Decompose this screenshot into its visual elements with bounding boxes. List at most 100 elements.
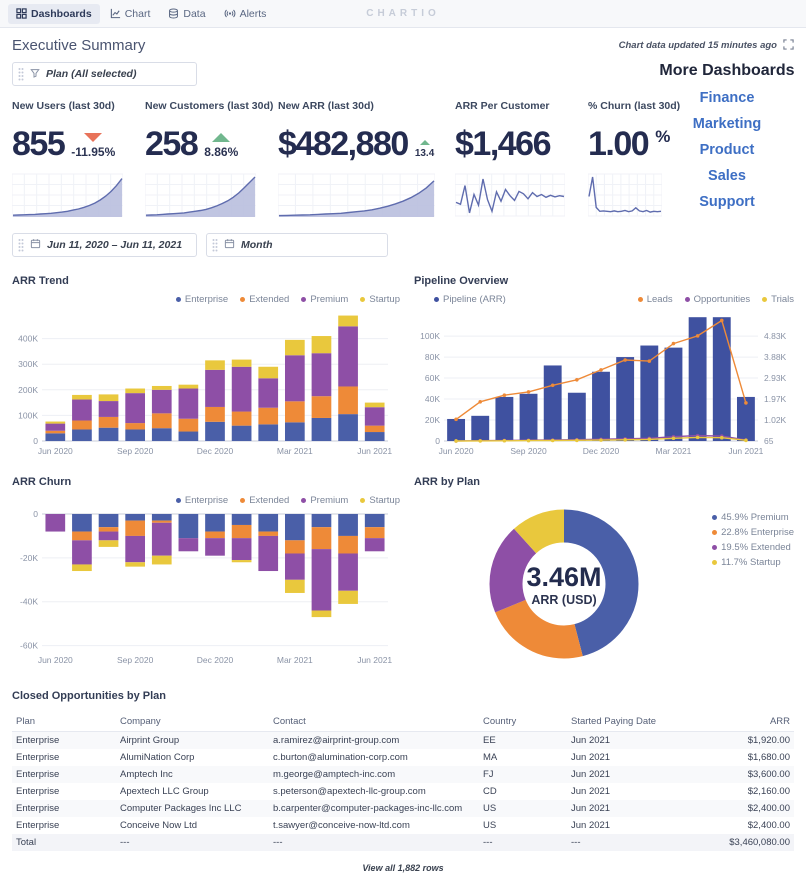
nav-tab-dashboards[interactable]: Dashboards — [8, 3, 100, 24]
arr-trend-chart[interactable]: 0 100K 200K 300K 400K Jun 2020 Sep 2020 Dec 202… — [12, 307, 396, 457]
legend-item-extended[interactable]: Extended — [240, 294, 289, 305]
svg-text:-40K: -40K — [20, 597, 38, 607]
closed-opportunities-table: Plan Company Contact Country Started Paying … — [12, 712, 794, 851]
legend-dot — [240, 296, 246, 302]
pipeline-chart[interactable]: 0 65 20K 1.02K 40K 1.97K 60K 2.93K 80K 3.88K 100K 4… — [414, 307, 796, 457]
kpi-delta: 13.4 — [415, 140, 434, 160]
legend-label: Pipeline (ARR) — [443, 293, 506, 305]
arr-by-plan-card: ARR by Plan 3.46M ARR (USD) 45.9% Premium… — [414, 476, 796, 674]
total-cell: $3,460,080.00 — [729, 837, 790, 848]
legend-label: Opportunities — [693, 293, 751, 305]
chart-title: Pipeline Overview — [414, 275, 509, 287]
nav-tab-label: Dashboards — [31, 7, 92, 20]
dashboard-link-finance[interactable]: Finance — [699, 90, 755, 106]
svg-text:Dec 2020: Dec 2020 — [583, 446, 620, 456]
legend-dot — [175, 497, 181, 503]
view-all-rows-link[interactable]: View all 1,882 rows — [362, 863, 444, 873]
table-header-row: Plan Company Contact Country Started Paying … — [12, 712, 794, 732]
legend-label: 45.9% Premium — [721, 512, 789, 523]
legend-item-premium[interactable]: Premium — [301, 294, 348, 305]
table-cell: Jun 2021 — [571, 786, 611, 797]
svg-text:Mar 2021: Mar 2021 — [656, 446, 692, 456]
legend-dot — [637, 296, 643, 302]
table-row: Enterprise Apextech LLC Group s.peterson@a… — [12, 783, 794, 800]
svg-text:Jun 2021: Jun 2021 — [357, 446, 392, 456]
drag-handle-icon[interactable] — [18, 238, 24, 253]
legend-item-startup[interactable]: Startup — [360, 495, 400, 506]
arr-trend-card: ARR Trend Enterprise Extended Premium Start… — [12, 275, 400, 462]
table-cell: EE — [483, 735, 496, 746]
legend-dot — [684, 296, 690, 302]
legend-item-startup[interactable]: Startup — [360, 294, 400, 305]
filter-row: Plan (All selected) — [12, 62, 806, 86]
spark-churn-chart — [588, 173, 662, 217]
table-cell: $2,400.00 — [747, 820, 790, 831]
svg-text:0: 0 — [33, 436, 38, 446]
fullscreen-icon[interactable] — [783, 38, 794, 53]
table-cell: Enterprise — [16, 803, 60, 814]
legend-item-11-7-startup[interactable]: 11.7% Startup — [712, 557, 794, 568]
kpi-card: New ARR (last 30d) $482,880 13.4 — [278, 100, 435, 218]
svg-text:Mar 2021: Mar 2021 — [277, 446, 313, 456]
legend-item-22-8-enterprise[interactable]: 22.8% Enterprise — [712, 527, 794, 538]
kpi-delta-value: -11.95% — [71, 145, 116, 159]
legend-dot — [762, 296, 768, 302]
table-row: Enterprise Computer Packages Inc LLC b.car… — [12, 800, 794, 817]
table-cell: Apextech LLC Group — [120, 786, 209, 797]
kpi-value: 1.00 — [588, 124, 650, 163]
table-cell: Enterprise — [16, 752, 60, 763]
legend-label: 19.5% Extended — [721, 542, 791, 553]
svg-text:ARR (USD): ARR (USD) — [531, 593, 596, 607]
svg-text:1.97K: 1.97K — [764, 394, 787, 404]
table-cell: Airprint Group — [120, 735, 180, 746]
nav-tab-alerts[interactable]: Alerts — [216, 4, 275, 24]
legend-item-enterprise[interactable]: Enterprise — [175, 294, 228, 305]
legend-item-extended[interactable]: Extended — [240, 495, 289, 506]
legend-label: Premium — [310, 293, 349, 305]
legend-item-leads[interactable]: Leads — [637, 294, 673, 305]
table-row: Enterprise Conceive Now Ltd t.sawyer@conce… — [12, 817, 794, 834]
drag-handle-icon[interactable] — [18, 67, 24, 82]
nav-tab-chart[interactable]: Chart — [102, 4, 159, 24]
interval-filter[interactable]: Month — [206, 233, 388, 257]
table-cell: MA — [483, 752, 498, 763]
plan-filter-dropdown[interactable]: Plan (All selected) — [12, 62, 197, 86]
svg-text:Dec 2020: Dec 2020 — [197, 446, 234, 456]
grid-icon — [16, 8, 27, 19]
drag-handle-icon[interactable] — [212, 238, 218, 253]
table-cell: Enterprise — [16, 769, 60, 780]
table-row: Enterprise Airprint Group a.ramirez@airpri… — [12, 731, 794, 749]
svg-text:Jun 2020: Jun 2020 — [38, 655, 73, 665]
svg-text:4.83K: 4.83K — [764, 331, 787, 341]
date-range-label: Jun 11, 2020 – Jun 11, 2021 — [47, 239, 183, 251]
top-nav: CHARTIO Dashboards Chart Data Alerts — [0, 0, 806, 28]
kpi-row: New Users (last 30d) 855 -11.95% New Custom… — [12, 100, 680, 218]
pipeline-card: Pipeline Overview Pipeline (ARR) Leads Op… — [414, 275, 796, 462]
legend-item-trials[interactable]: Trials — [762, 294, 794, 305]
column-header-arr: ARR — [697, 712, 794, 732]
legend-item-premium[interactable]: Premium — [301, 495, 348, 506]
dashboard-link-support[interactable]: Support — [699, 194, 755, 210]
legend-dot — [712, 515, 718, 520]
chart-title: ARR Trend — [12, 275, 69, 287]
svg-text:40K: 40K — [425, 394, 440, 404]
dashboard-link-product[interactable]: Product — [699, 142, 755, 158]
legend-item-opportunities[interactable]: Opportunities — [684, 293, 751, 305]
nav-tab-data[interactable]: Data — [160, 4, 213, 24]
update-status: Chart data updated 15 minutes ago — [619, 38, 794, 53]
dashboard-link-sales[interactable]: Sales — [708, 168, 746, 184]
dashboard-link-marketing[interactable]: Marketing — [692, 116, 762, 132]
date-range-filter[interactable]: Jun 11, 2020 – Jun 11, 2021 — [12, 233, 197, 257]
legend-item-45-9-premium[interactable]: 45.9% Premium — [712, 512, 794, 523]
legend-item-pipeline-arr-[interactable]: Pipeline (ARR) — [434, 294, 506, 305]
svg-text:Jun 2020: Jun 2020 — [38, 446, 73, 456]
legend-item-19-5-extended[interactable]: 19.5% Extended — [712, 542, 794, 553]
column-header-plan: Plan — [12, 712, 116, 732]
legend-item-enterprise[interactable]: Enterprise — [175, 495, 228, 506]
svg-text:Mar 2021: Mar 2021 — [277, 655, 313, 665]
legend-dot — [301, 296, 307, 302]
column-header-contact: Contact — [269, 712, 479, 732]
svg-text:0: 0 — [435, 436, 440, 446]
